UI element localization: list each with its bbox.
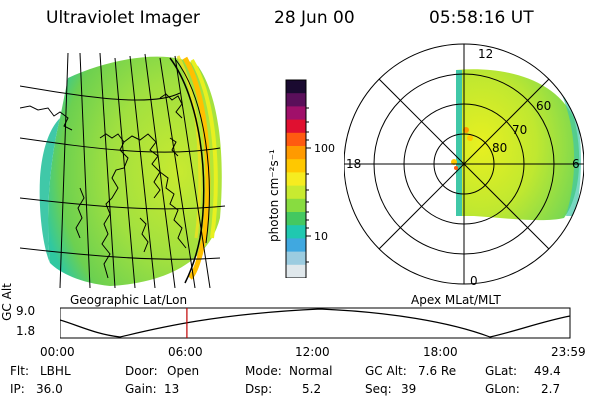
limb-glow xyxy=(182,56,211,280)
parallel-lines xyxy=(20,85,226,260)
glon-label: GLon: xyxy=(485,382,520,396)
mlt-label-12: 12 xyxy=(478,47,493,61)
lat-label-60: 60 xyxy=(536,99,551,113)
timeline-axis-title: GC Alt xyxy=(0,283,14,321)
lat-label-80: 80 xyxy=(492,141,507,155)
colorbar-swatch xyxy=(286,106,306,121)
dsp-label: Dsp: xyxy=(245,382,273,396)
polar-plot: 12 18 6 0 60 70 80 xyxy=(344,43,584,288)
meridian-lines xyxy=(59,52,211,288)
timeline-xtick-0600: 06:00 xyxy=(168,345,203,359)
colorbar-swatch xyxy=(286,225,306,239)
colorbar-swatch xyxy=(286,172,306,187)
observation-time: 05:58:16 UT xyxy=(429,8,534,28)
door-value: Open xyxy=(167,364,200,378)
gcalt-value: 7.6 Re xyxy=(418,364,457,378)
colorbar-tick-100: 100 xyxy=(314,142,335,155)
colorbar-swatch xyxy=(286,238,306,253)
flt-label: Flt: xyxy=(10,364,29,378)
timeline-xtick-0000: 00:00 xyxy=(40,345,75,359)
gcalt-label: GC Alt: xyxy=(365,364,407,378)
color-scale-bar: 100 10 photon cm⁻²s⁻¹ xyxy=(267,79,335,278)
glon-value: 2.7 xyxy=(541,382,561,396)
seq-label: Seq: xyxy=(365,382,392,396)
gain-label: Gain: xyxy=(125,382,157,396)
mode-value: Normal xyxy=(289,364,333,378)
colorbar-swatch xyxy=(286,251,306,266)
colorbar-swatch xyxy=(286,93,306,107)
mlt-label-6: 6 xyxy=(572,157,580,171)
emission-edge xyxy=(39,118,60,263)
colorbar-label: photon cm⁻²s⁻¹ xyxy=(267,149,281,242)
colorbar-swatch xyxy=(286,159,306,173)
colorbar-swatch xyxy=(286,146,306,160)
timeline-xtick-1200: 12:00 xyxy=(295,345,330,359)
ip-label: IP: xyxy=(10,382,25,396)
right-panel-caption: Apex MLat/MLT xyxy=(411,293,501,307)
flt-value: LBHL xyxy=(40,364,71,378)
colorbar-swatch xyxy=(286,132,306,147)
ip-value: 36.0 xyxy=(36,382,63,396)
altitude-curve xyxy=(60,308,571,338)
timeline-xtick-1800: 18:00 xyxy=(423,345,458,359)
timeline-xtick-2359: 23:59 xyxy=(551,345,586,359)
left-panel-caption: Geographic Lat/Lon xyxy=(70,293,188,307)
timeline-ytick-max: 9.0 xyxy=(16,304,36,318)
polar-grid xyxy=(344,43,584,285)
colorbar-swatch xyxy=(286,264,306,278)
polar-emission-region xyxy=(456,69,580,221)
gain-value: 13 xyxy=(164,382,180,396)
instrument-title: Ultraviolet Imager xyxy=(46,8,200,28)
glat-label: GLat: xyxy=(485,364,518,378)
colorbar-swatch xyxy=(286,119,306,134)
mlt-label-0: 0 xyxy=(470,274,478,288)
timeline-ytick-min: 1.8 xyxy=(16,324,36,338)
observation-date: 28 Jun 00 xyxy=(274,8,355,28)
door-label: Door: xyxy=(125,364,158,378)
mlt-label-18: 18 xyxy=(346,157,361,171)
altitude-timeline xyxy=(60,307,571,339)
colorbar-swatch xyxy=(286,212,306,226)
dsp-value: 5.2 xyxy=(302,382,322,396)
glat-value: 49.4 xyxy=(534,364,561,378)
colorbar-swatch xyxy=(286,80,306,94)
colorbar-swatch xyxy=(286,198,306,213)
lat-label-70: 70 xyxy=(512,123,527,137)
coastlines xyxy=(20,93,187,279)
seq-value: 39 xyxy=(401,382,417,396)
colorbar-tick-10: 10 xyxy=(314,230,328,243)
colorbar-swatch xyxy=(286,185,306,200)
geographic-map xyxy=(20,52,226,288)
mode-label: Mode: xyxy=(245,364,282,378)
